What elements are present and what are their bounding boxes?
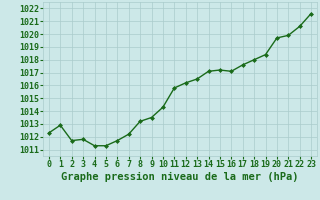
X-axis label: Graphe pression niveau de la mer (hPa): Graphe pression niveau de la mer (hPa) — [61, 172, 299, 182]
